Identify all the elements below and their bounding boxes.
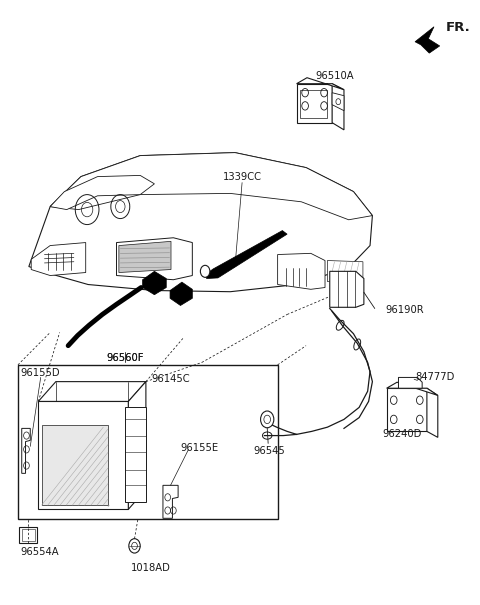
Bar xyxy=(22,529,35,541)
Text: FR.: FR. xyxy=(446,21,470,34)
Ellipse shape xyxy=(354,339,360,350)
Polygon shape xyxy=(170,282,192,306)
Circle shape xyxy=(132,542,137,549)
Polygon shape xyxy=(206,231,287,278)
Polygon shape xyxy=(386,388,427,431)
Text: 96560F: 96560F xyxy=(106,353,144,362)
Polygon shape xyxy=(31,243,86,275)
Text: 96545: 96545 xyxy=(253,446,285,456)
Polygon shape xyxy=(277,253,325,289)
Ellipse shape xyxy=(263,432,272,439)
Text: 96145C: 96145C xyxy=(152,374,190,384)
Bar xyxy=(218,171,244,186)
Polygon shape xyxy=(163,485,178,518)
Polygon shape xyxy=(427,388,438,437)
Bar xyxy=(43,251,75,270)
Polygon shape xyxy=(128,382,146,509)
Polygon shape xyxy=(119,241,171,272)
Circle shape xyxy=(129,538,140,553)
Polygon shape xyxy=(29,152,372,292)
Polygon shape xyxy=(38,401,128,509)
Bar xyxy=(18,365,277,520)
Polygon shape xyxy=(415,27,440,53)
Circle shape xyxy=(261,411,274,428)
Polygon shape xyxy=(297,83,332,123)
Circle shape xyxy=(200,266,210,277)
Polygon shape xyxy=(332,83,344,130)
Polygon shape xyxy=(330,271,364,307)
Text: 96510A: 96510A xyxy=(315,71,354,81)
Polygon shape xyxy=(117,238,192,280)
Text: 96554A: 96554A xyxy=(21,547,59,557)
Polygon shape xyxy=(297,77,344,90)
Polygon shape xyxy=(332,93,344,111)
Polygon shape xyxy=(386,382,438,396)
Circle shape xyxy=(264,415,271,423)
Ellipse shape xyxy=(61,225,75,234)
Text: 96190R: 96190R xyxy=(385,305,424,315)
Polygon shape xyxy=(50,175,155,209)
Polygon shape xyxy=(38,382,146,401)
Polygon shape xyxy=(143,271,166,295)
Text: 96155D: 96155D xyxy=(20,368,60,378)
Text: 96240D: 96240D xyxy=(383,430,422,439)
Polygon shape xyxy=(125,407,146,502)
Text: 96560F: 96560F xyxy=(106,353,144,362)
Polygon shape xyxy=(50,152,372,220)
Polygon shape xyxy=(42,425,108,505)
Text: 84777D: 84777D xyxy=(415,373,455,382)
Text: 1339CC: 1339CC xyxy=(223,172,262,182)
Polygon shape xyxy=(22,428,30,473)
Text: 1018AD: 1018AD xyxy=(131,563,171,573)
Bar xyxy=(19,527,37,543)
Polygon shape xyxy=(398,378,422,388)
Ellipse shape xyxy=(336,320,344,330)
Polygon shape xyxy=(327,261,363,281)
Text: 96155E: 96155E xyxy=(180,443,218,453)
